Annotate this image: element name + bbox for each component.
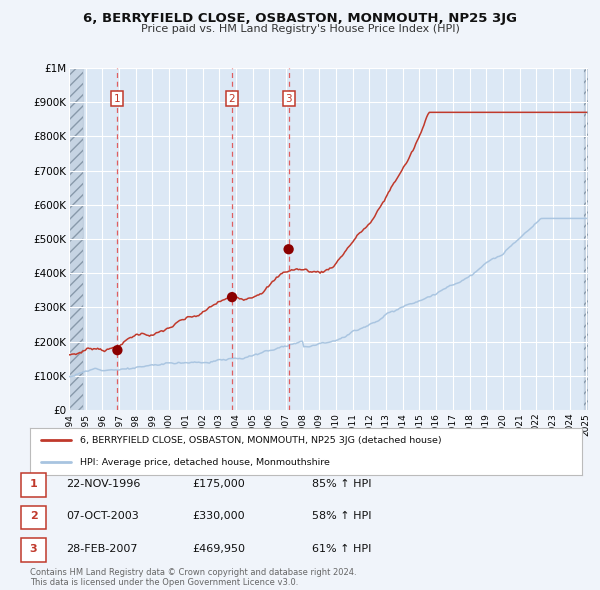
Bar bbox=[584, 68, 588, 410]
Text: £330,000: £330,000 bbox=[192, 512, 245, 521]
Text: Contains HM Land Registry data © Crown copyright and database right 2024.
This d: Contains HM Land Registry data © Crown c… bbox=[30, 568, 356, 587]
Text: HPI: Average price, detached house, Monmouthshire: HPI: Average price, detached house, Monm… bbox=[80, 458, 329, 467]
Text: 6, BERRYFIELD CLOSE, OSBASTON, MONMOUTH, NP25 3JG (detached house): 6, BERRYFIELD CLOSE, OSBASTON, MONMOUTH,… bbox=[80, 436, 442, 445]
Bar bbox=[584, 68, 588, 410]
Text: 61% ↑ HPI: 61% ↑ HPI bbox=[312, 544, 371, 553]
Text: 1: 1 bbox=[114, 94, 121, 104]
Bar bbox=[69, 68, 83, 410]
Point bbox=[284, 244, 293, 254]
Text: £469,950: £469,950 bbox=[192, 544, 245, 553]
Text: £175,000: £175,000 bbox=[192, 479, 245, 489]
Text: 07-OCT-2003: 07-OCT-2003 bbox=[66, 512, 139, 521]
Text: 58% ↑ HPI: 58% ↑ HPI bbox=[312, 512, 371, 521]
Text: 85% ↑ HPI: 85% ↑ HPI bbox=[312, 479, 371, 489]
Text: 22-NOV-1996: 22-NOV-1996 bbox=[66, 479, 140, 489]
Text: Price paid vs. HM Land Registry's House Price Index (HPI): Price paid vs. HM Land Registry's House … bbox=[140, 24, 460, 34]
Text: 1: 1 bbox=[30, 479, 37, 489]
Point bbox=[113, 346, 122, 355]
Text: 6, BERRYFIELD CLOSE, OSBASTON, MONMOUTH, NP25 3JG: 6, BERRYFIELD CLOSE, OSBASTON, MONMOUTH,… bbox=[83, 12, 517, 25]
Text: 3: 3 bbox=[30, 544, 37, 553]
Text: 3: 3 bbox=[286, 94, 292, 104]
Text: 2: 2 bbox=[229, 94, 235, 104]
Bar bbox=[69, 68, 83, 410]
Text: 2: 2 bbox=[30, 512, 37, 521]
Text: 28-FEB-2007: 28-FEB-2007 bbox=[66, 544, 137, 553]
Point bbox=[227, 293, 237, 302]
